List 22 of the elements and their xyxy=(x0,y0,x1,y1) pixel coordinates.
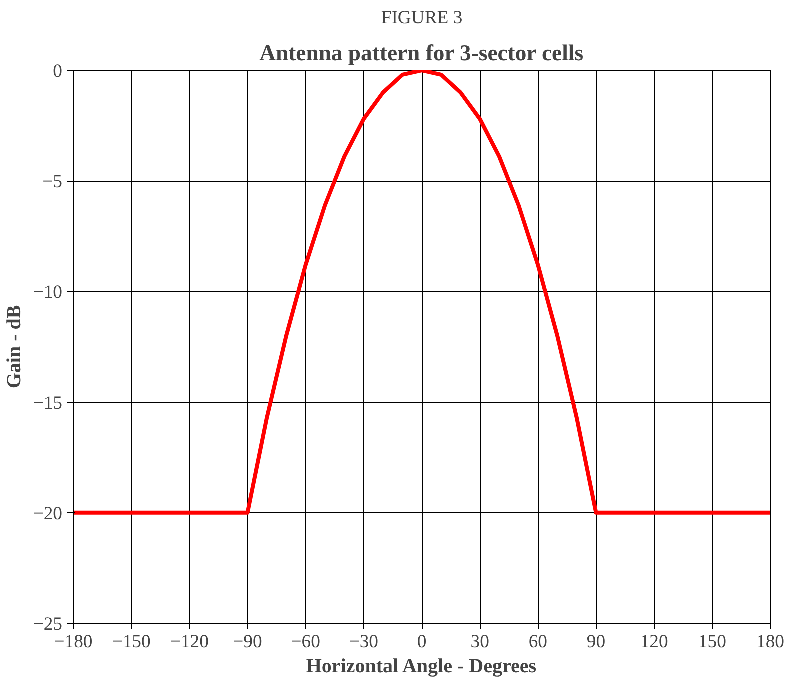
x-tick-label: 30 xyxy=(470,632,490,652)
x-tick-label: 60 xyxy=(528,632,548,652)
x-tick-label: 150 xyxy=(698,632,726,652)
x-tick-label: 120 xyxy=(640,632,668,652)
y-axis-title: Gain - dB xyxy=(3,305,26,389)
x-tick-label: 0 xyxy=(417,632,427,652)
x-tick-label: −60 xyxy=(291,632,320,652)
x-tick-label: −90 xyxy=(233,632,262,652)
x-tick-label: −150 xyxy=(112,632,151,652)
chart-subtitle: Antenna pattern for 3-sector cells xyxy=(260,40,584,66)
x-axis-title: Horizontal Angle - Degrees xyxy=(306,656,537,678)
y-tick-label: −15 xyxy=(33,392,63,414)
chart-title: FIGURE 3 xyxy=(381,8,463,28)
y-tick-label: −10 xyxy=(33,282,63,304)
x-tick-label: −120 xyxy=(170,632,209,652)
y-tick-label: −5 xyxy=(42,172,63,193)
x-tick-label: 90 xyxy=(586,632,606,652)
x-tick-label: −30 xyxy=(349,632,379,652)
y-tick-label: 0 xyxy=(53,61,62,82)
y-tick-label: −20 xyxy=(33,503,63,524)
line-series xyxy=(74,70,770,515)
x-tick-label: 180 xyxy=(756,632,784,652)
